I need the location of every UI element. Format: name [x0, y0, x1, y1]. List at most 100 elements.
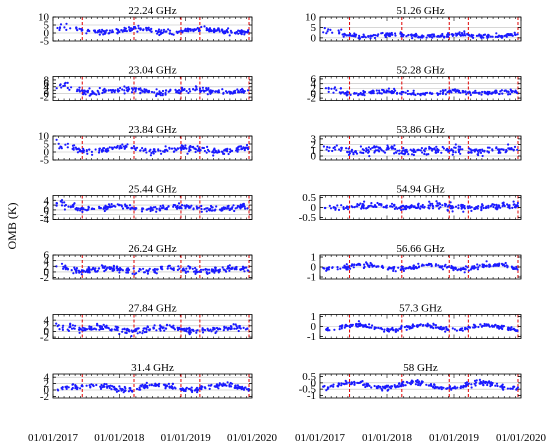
data-point: [514, 90, 518, 93]
data-point: [218, 382, 221, 385]
data-point: [515, 387, 518, 390]
data-point: [72, 148, 75, 151]
data-point: [465, 381, 469, 384]
y-tick-label: 1: [311, 252, 317, 264]
data-point: [115, 388, 118, 391]
data-point: [106, 266, 109, 269]
data-point: [389, 205, 392, 208]
data-point: [91, 384, 95, 387]
data-point: [436, 35, 439, 38]
data-point: [449, 201, 452, 204]
data-point: [109, 206, 112, 209]
data-point: [214, 29, 217, 32]
data-point: [477, 266, 480, 269]
data-point: [215, 330, 218, 333]
data-point: [128, 330, 131, 333]
data-point: [501, 92, 504, 95]
data-point: [224, 207, 227, 210]
data-point: [436, 326, 440, 329]
data-point: [145, 151, 148, 154]
data-point: [237, 329, 240, 333]
data-point: [330, 87, 333, 90]
data-point: [435, 204, 438, 207]
data-point: [143, 88, 146, 91]
data-point: [116, 88, 119, 91]
data-point: [452, 150, 455, 154]
data-point: [246, 327, 249, 330]
data-point: [441, 34, 444, 37]
data-point: [466, 91, 469, 94]
data-point: [108, 266, 111, 269]
data-point: [464, 265, 467, 268]
data-point: [189, 90, 192, 93]
data-point: [165, 327, 168, 330]
data-point: [226, 147, 229, 150]
data-point: [196, 388, 200, 391]
data-point: [160, 265, 164, 268]
data-point: [420, 147, 423, 150]
data-point: [245, 143, 249, 147]
data-point: [242, 387, 245, 390]
data-point: [335, 144, 338, 147]
data-point: [496, 384, 499, 388]
data-point: [123, 389, 126, 392]
data-point: [482, 383, 485, 387]
data-point: [349, 323, 353, 326]
data-point: [142, 329, 145, 332]
data-point: [413, 205, 416, 208]
data-point: [462, 266, 465, 269]
data-point: [390, 202, 394, 205]
data-point: [375, 89, 378, 92]
data-point: [158, 327, 161, 330]
data-point: [181, 387, 184, 391]
data-point: [202, 89, 205, 92]
data-point: [139, 149, 142, 152]
data-point: [243, 270, 246, 273]
data-point: [516, 204, 519, 207]
data-point: [121, 88, 124, 91]
data-point: [359, 324, 362, 327]
data-point: [92, 29, 96, 32]
data-point: [214, 90, 217, 93]
data-point: [353, 91, 356, 95]
data-point: [150, 30, 153, 33]
data-point: [161, 89, 165, 93]
data-point: [333, 146, 336, 149]
data-point: [401, 35, 405, 38]
data-point: [357, 320, 360, 323]
data-point: [64, 203, 67, 207]
data-point: [71, 383, 75, 386]
data-point: [387, 330, 391, 333]
data-point: [101, 264, 104, 268]
data-point: [239, 268, 242, 271]
data-point: [196, 26, 199, 30]
data-point: [72, 203, 75, 206]
data-point: [200, 210, 203, 213]
data-point: [131, 147, 134, 150]
data-point: [334, 207, 337, 210]
y-tick-label: 5: [44, 20, 50, 32]
data-point: [405, 150, 408, 153]
data-point: [104, 265, 107, 268]
data-point: [185, 327, 188, 330]
data-point: [445, 387, 448, 390]
data-point: [339, 267, 342, 270]
data-point: [389, 91, 392, 94]
data-point: [224, 31, 227, 35]
data-point: [163, 150, 166, 153]
data-point: [422, 93, 425, 96]
panel-title: 27.84 GHz: [128, 303, 176, 315]
data-point: [136, 327, 139, 330]
data-point: [385, 206, 388, 209]
data-point: [452, 269, 455, 272]
data-point: [180, 86, 184, 89]
data-point: [425, 263, 428, 266]
data-point: [103, 30, 106, 33]
data-point: [413, 35, 416, 38]
data-point: [195, 329, 198, 332]
data-point: [194, 147, 197, 150]
data-point: [142, 267, 145, 270]
data-point: [172, 33, 175, 36]
data-point: [328, 266, 331, 269]
data-point: [160, 207, 163, 210]
